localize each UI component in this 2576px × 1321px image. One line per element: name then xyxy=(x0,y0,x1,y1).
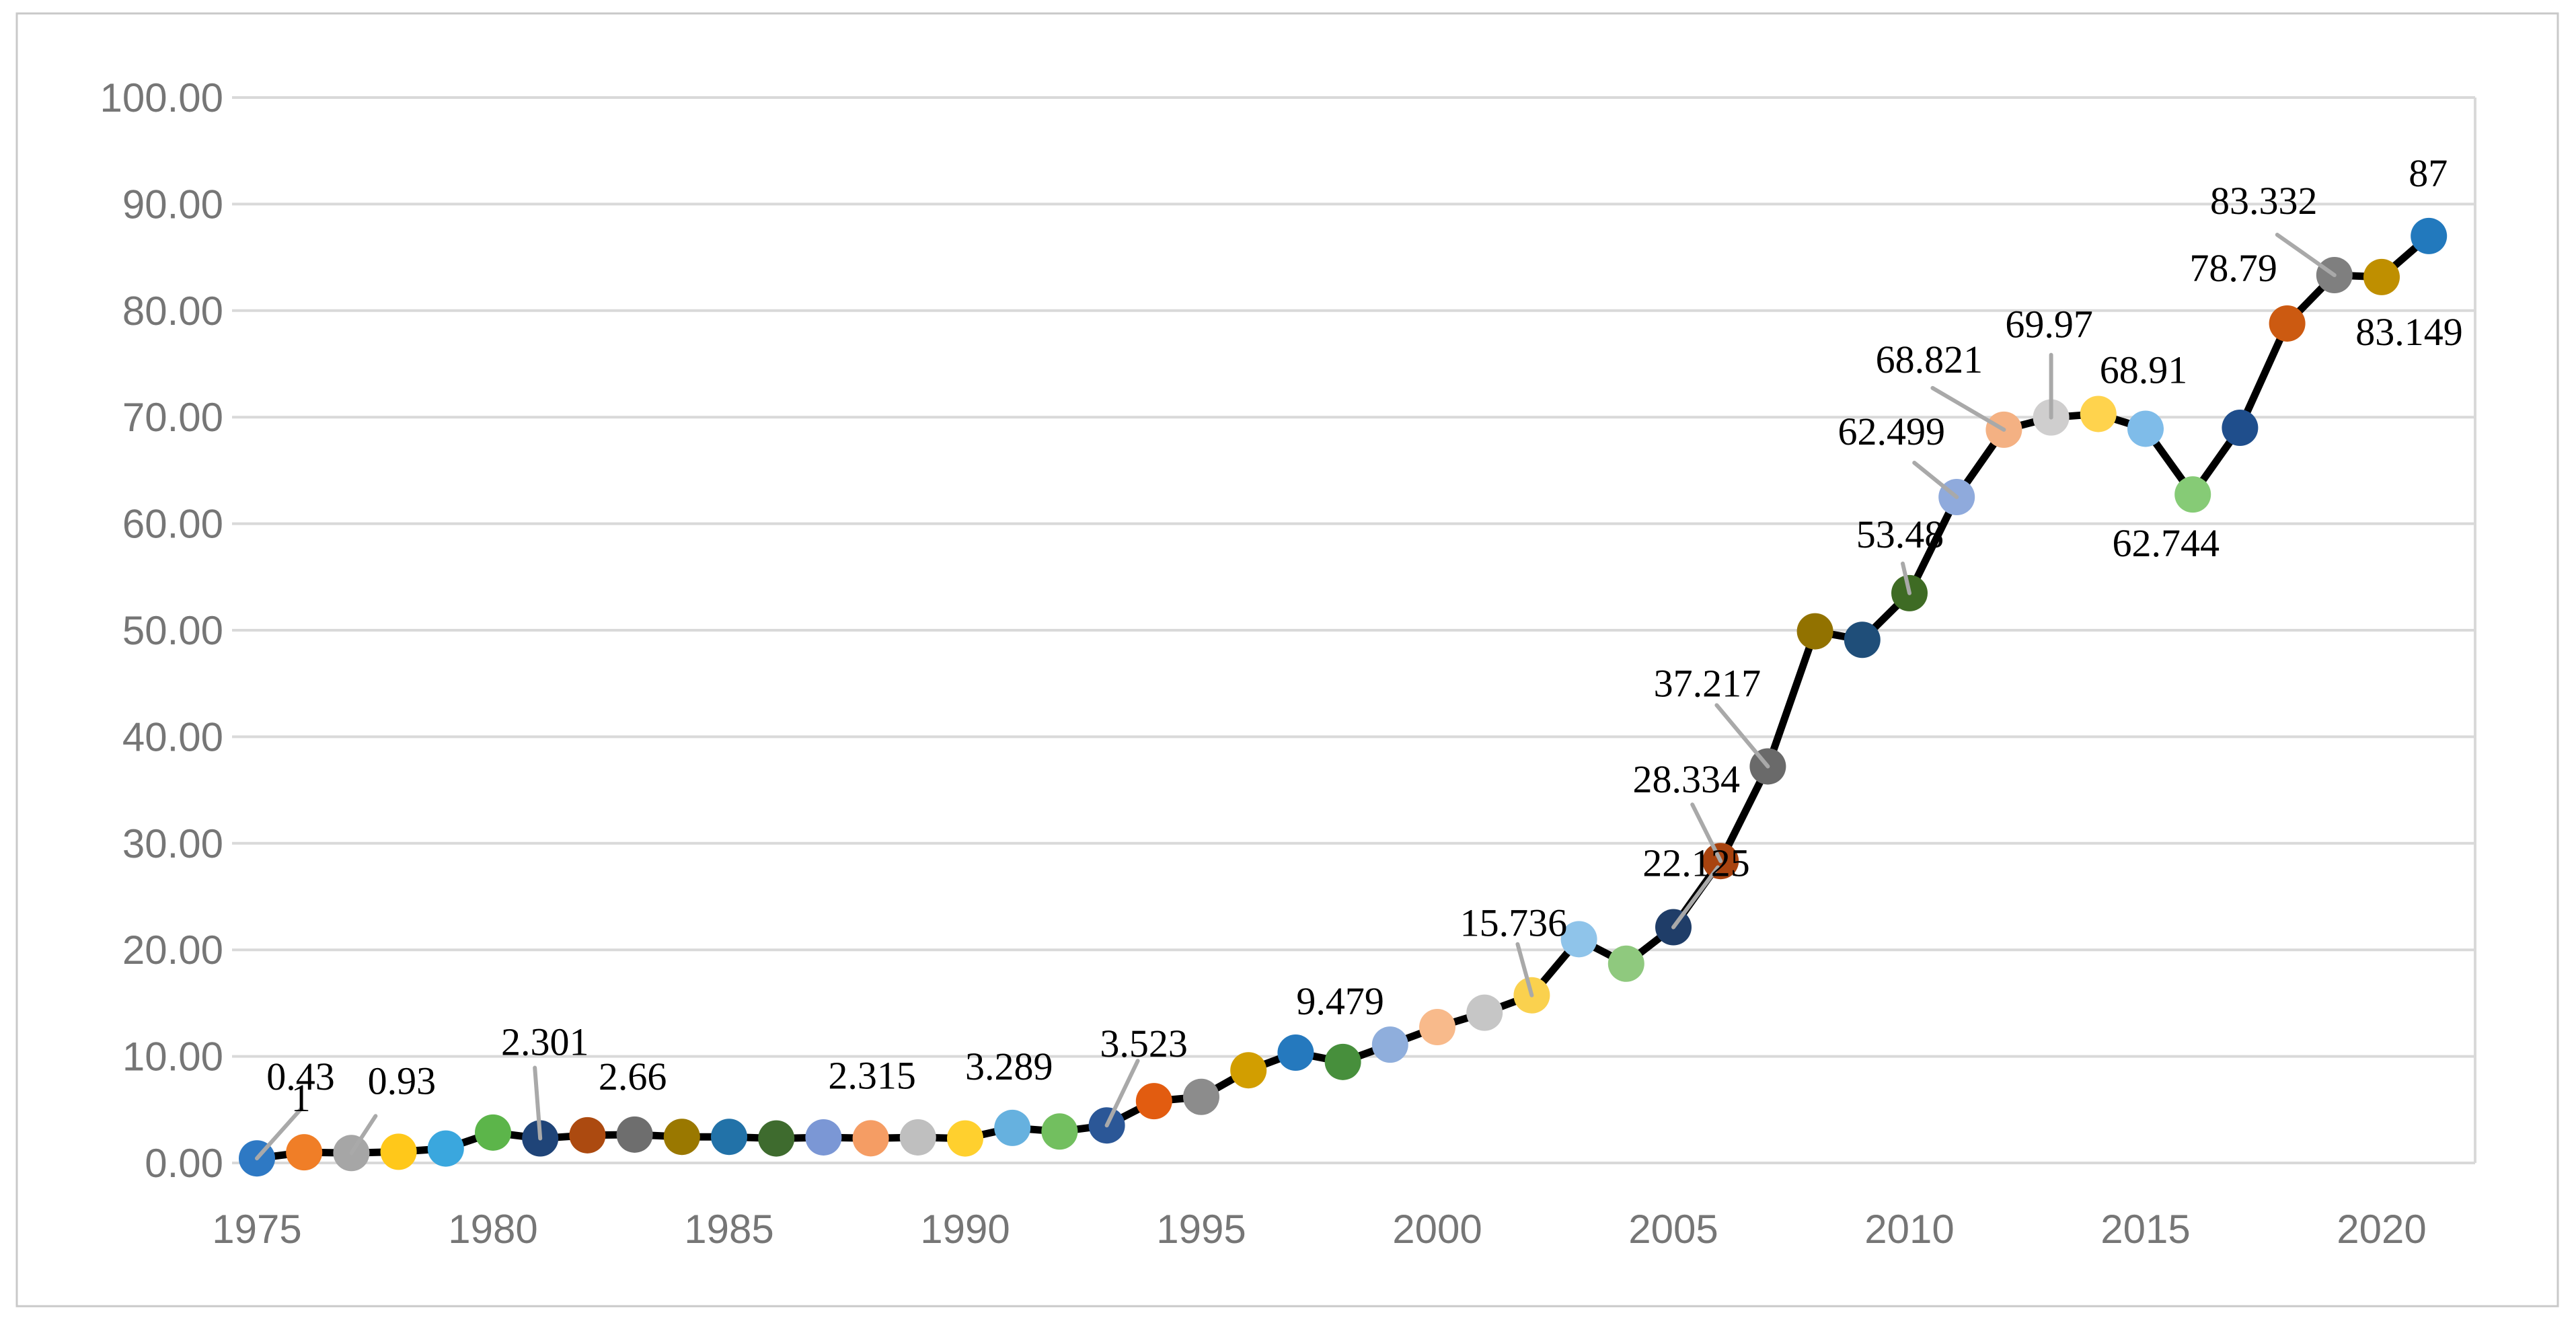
data-point-2016 xyxy=(2174,476,2211,513)
data-label-1981: 2.301 xyxy=(501,1020,589,1064)
y-axis-tick-label: 20.00 xyxy=(122,928,223,973)
data-point-1980 xyxy=(475,1114,511,1151)
data-label-2013: 69.97 xyxy=(2005,303,2093,346)
data-label-1993: 3.523 xyxy=(1100,1022,1188,1065)
leader-line-1975 xyxy=(255,1106,303,1161)
data-point-1998 xyxy=(1324,1043,1361,1080)
y-axis-tick-label: 60.00 xyxy=(122,502,223,547)
data-point-2014 xyxy=(2080,395,2117,432)
data-point-2008 xyxy=(1796,613,1833,650)
x-axis-tick-label: 2020 xyxy=(2337,1207,2426,1252)
leader-line-2019 xyxy=(2275,233,2337,278)
x-axis-tick-label: 2015 xyxy=(2100,1207,2190,1252)
data-label-2007: 37.217 xyxy=(1654,661,1761,705)
data-label-2019: 83.332 xyxy=(2210,179,2318,223)
data-point-1994 xyxy=(1135,1083,1172,1120)
data-point-1991 xyxy=(994,1109,1031,1146)
data-point-2020 xyxy=(2363,258,2400,295)
y-axis-tick-label: 90.00 xyxy=(122,182,223,227)
y-axis-tick-label: 10.00 xyxy=(122,1034,223,1080)
leader-line-2005 xyxy=(1671,865,1720,930)
data-label-1991: 3.289 xyxy=(965,1045,1053,1088)
data-point-2021 xyxy=(2411,217,2448,254)
y-axis-tick-label: 70.00 xyxy=(122,395,223,440)
y-axis-tick-label: 30.00 xyxy=(122,821,223,866)
data-point-1982 xyxy=(569,1117,606,1154)
y-axis-tick-label: 40.00 xyxy=(122,714,223,759)
data-point-2018 xyxy=(2269,305,2306,342)
leader-line-1977 xyxy=(349,1114,378,1156)
data-label-1983: 2.66 xyxy=(599,1055,667,1098)
data-label-2020: 83.149 xyxy=(2355,310,2463,354)
data-point-2009 xyxy=(1844,621,1881,658)
data-point-1997 xyxy=(1277,1034,1314,1071)
data-point-1990 xyxy=(947,1120,983,1157)
data-point-1989 xyxy=(899,1119,936,1156)
x-axis-tick-label: 1995 xyxy=(1156,1207,1246,1252)
y-axis-tick-label: 50.00 xyxy=(122,608,223,653)
x-axis-tick-label: 1980 xyxy=(448,1207,537,1252)
data-point-2001 xyxy=(1466,994,1503,1031)
leader-line-1981 xyxy=(533,1065,543,1141)
x-axis-tick-label: 1975 xyxy=(212,1207,301,1252)
data-point-1992 xyxy=(1041,1113,1078,1150)
data-point-1988 xyxy=(852,1120,889,1157)
leader-line-2006 xyxy=(1690,802,1723,864)
data-point-1986 xyxy=(758,1120,795,1157)
data-label-2002: 15.736 xyxy=(1460,901,1568,945)
data-label-1998: 9.479 xyxy=(1296,979,1384,1023)
y-axis-tick-label: 100.00 xyxy=(100,75,223,120)
y-axis-tick-label: 0.00 xyxy=(145,1141,223,1186)
data-point-1983 xyxy=(616,1116,653,1153)
data-label-2011: 62.499 xyxy=(1838,410,1945,453)
data-label-2010: 53.48 xyxy=(1856,513,1944,556)
data-label-2006: 28.334 xyxy=(1632,757,1740,801)
data-point-1996 xyxy=(1230,1052,1267,1089)
data-label-1977: 0.93 xyxy=(368,1059,437,1102)
x-axis-tick-label: 2005 xyxy=(1628,1207,1718,1252)
data-point-2004 xyxy=(1607,945,1644,982)
leader-line-2011 xyxy=(1912,461,1959,500)
data-label-2016: 62.744 xyxy=(2112,521,2220,565)
y-axis-tick-label: 80.00 xyxy=(122,289,223,334)
data-point-1979 xyxy=(427,1130,464,1167)
leader-line-2002 xyxy=(1515,942,1534,997)
leader-line-1993 xyxy=(1104,1059,1140,1128)
x-axis-tick-label: 1990 xyxy=(920,1207,1010,1252)
data-point-1984 xyxy=(663,1119,700,1156)
x-axis-tick-label: 2000 xyxy=(1392,1207,1482,1252)
data-point-2015 xyxy=(2127,410,2164,447)
leader-line-2007 xyxy=(1714,703,1770,769)
data-point-1985 xyxy=(711,1119,747,1156)
data-label-2018: 78.79 xyxy=(2189,246,2277,290)
data-label-2021: 87 xyxy=(2409,151,2448,195)
data-label-1976: 1 xyxy=(291,1076,311,1120)
data-point-1978 xyxy=(380,1133,417,1170)
data-point-2000 xyxy=(1419,1009,1455,1046)
data-label-2005: 22.125 xyxy=(1642,841,1750,885)
data-point-1999 xyxy=(1371,1026,1408,1063)
data-point-2017 xyxy=(2222,410,2259,447)
chart-border xyxy=(15,12,2559,1308)
data-label-1975: 0.43 xyxy=(266,1055,335,1098)
leader-line-2010 xyxy=(1901,561,1911,595)
data-label-2012: 68.821 xyxy=(1876,338,1983,381)
leader-line-2012 xyxy=(1930,385,2006,432)
x-axis-tick-label: 2010 xyxy=(1864,1207,1954,1252)
data-label-1988: 2.315 xyxy=(828,1053,916,1097)
data-point-1976 xyxy=(286,1134,323,1171)
x-axis-tick-label: 1985 xyxy=(684,1207,773,1252)
data-point-1995 xyxy=(1183,1078,1219,1115)
data-point-2003 xyxy=(1560,921,1597,958)
data-label-2015: 68.91 xyxy=(2100,348,2188,391)
data-point-1987 xyxy=(805,1119,842,1156)
